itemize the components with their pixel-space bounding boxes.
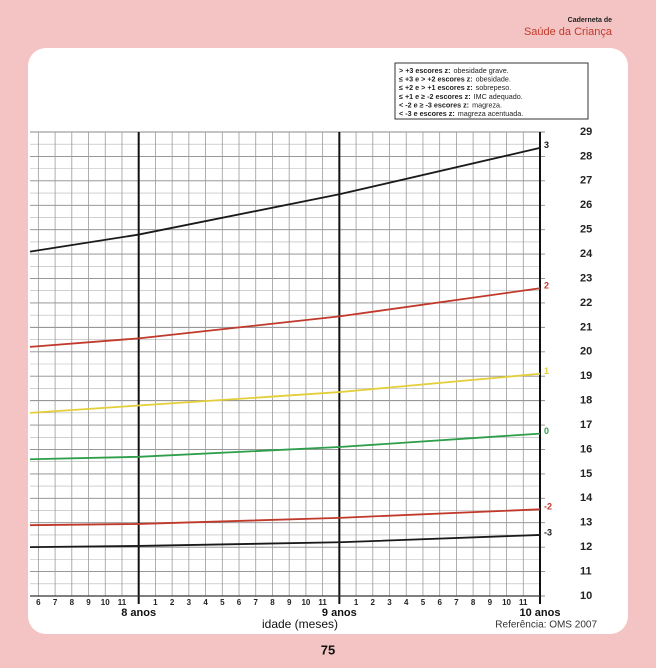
y-tick-label: 18: [580, 395, 592, 407]
chart: Caderneta de Saúde da Criança > +3 escor…: [0, 0, 656, 668]
y-tick-label: 19: [580, 370, 592, 382]
x-tick-label: 10: [101, 598, 110, 607]
y-tick-label: 24: [580, 248, 593, 260]
x-tick-label: 6: [237, 598, 242, 607]
page-number: 75: [321, 642, 335, 657]
page: Caderneta de Saúde da Criança > +3 escor…: [0, 0, 656, 668]
y-tick-label: 14: [580, 492, 593, 504]
x-tick-label: 9: [287, 598, 292, 607]
series-label: 3: [544, 140, 549, 150]
x-tick-label: 8: [270, 598, 275, 607]
y-tick-label: 27: [580, 175, 592, 187]
y-tick-label: 25: [580, 224, 592, 236]
x-tick-label: 1: [354, 598, 359, 607]
x-tick-label: 2: [371, 598, 376, 607]
x-tick-label: 10: [502, 598, 511, 607]
y-tick-label: 10: [580, 590, 592, 602]
series-label: 0: [544, 426, 549, 436]
x-tick-label: 11: [318, 598, 327, 607]
x-tick-label: 11: [118, 598, 127, 607]
header-line1: Caderneta de: [568, 17, 612, 24]
y-tick-label: 28: [580, 150, 592, 162]
x-major-tick-label: 8 anos: [121, 607, 156, 619]
x-major-tick-label: 10 anos: [520, 607, 561, 619]
y-tick-label: 23: [580, 272, 592, 284]
x-tick-label: 10: [301, 598, 310, 607]
y-tick-label: 15: [580, 468, 592, 480]
x-tick-label: 6: [36, 598, 41, 607]
reference: Referência: OMS 2007: [495, 620, 597, 631]
x-tick-label: 1: [153, 598, 158, 607]
y-tick-label: 20: [580, 346, 592, 358]
x-tick-label: 2: [170, 598, 175, 607]
x-tick-label: 5: [421, 598, 426, 607]
y-tick-label: 17: [580, 419, 592, 431]
y-tick-label: 13: [580, 517, 592, 529]
series-label: -3: [544, 527, 552, 537]
y-tick-label: 16: [580, 443, 592, 455]
x-tick-label: 3: [387, 598, 392, 607]
series-label: -2: [544, 502, 552, 512]
series-label: 1: [544, 366, 549, 376]
series-label: 2: [544, 281, 549, 291]
x-tick-label: 4: [404, 598, 409, 607]
legend-box: > +3 escores z:obesidade grave.≤ +3 e > …: [395, 63, 588, 119]
x-tick-label: 6: [437, 598, 442, 607]
x-tick-label: 8: [70, 598, 75, 607]
x-tick-label: 5: [220, 598, 225, 607]
header-line2: Saúde da Criança: [524, 26, 613, 38]
y-tick-label: 21: [580, 321, 592, 333]
y-tick-label: 29: [580, 126, 592, 138]
x-tick-label: 9: [488, 598, 493, 607]
x-tick-label: 7: [53, 598, 58, 607]
x-tick-label: 9: [86, 598, 91, 607]
x-tick-label: 7: [454, 598, 459, 607]
y-tick-label: 12: [580, 541, 592, 553]
y-tick-label: 11: [580, 565, 592, 577]
legend-line: < -3 e escores z:magreza acentuada.: [399, 109, 523, 118]
x-axis-label: idade (meses): [262, 617, 338, 631]
x-tick-label: 3: [187, 598, 192, 607]
y-tick-label: 22: [580, 297, 592, 309]
x-tick-label: 7: [254, 598, 259, 607]
x-tick-label: 8: [471, 598, 476, 607]
x-tick-label: 4: [203, 598, 208, 607]
x-tick-label: 11: [519, 598, 528, 607]
legend-bold: < -3 e escores z:: [399, 109, 455, 118]
x-major-tick-label: 9 anos: [322, 607, 357, 619]
legend-text: magreza acentuada.: [458, 109, 524, 118]
y-tick-label: 26: [580, 199, 592, 211]
